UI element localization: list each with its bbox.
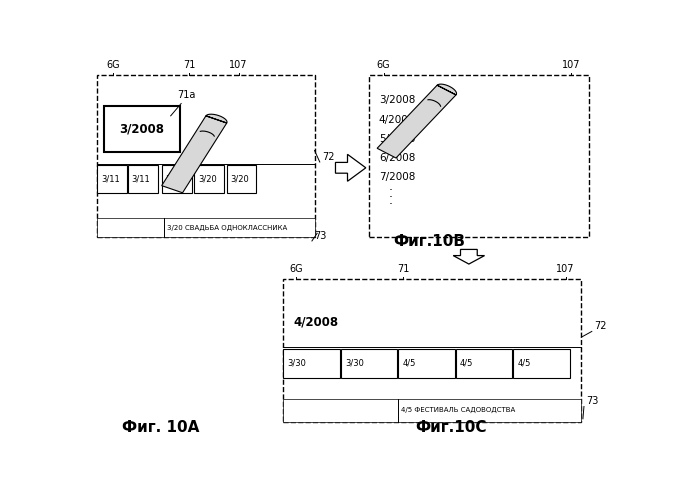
Text: 73: 73 [587,396,599,406]
Text: 3/20: 3/20 [198,174,217,184]
Text: ·: · [388,184,392,198]
FancyBboxPatch shape [284,280,581,422]
Text: 6G: 6G [377,60,390,70]
Text: 5/2008: 5/2008 [379,134,415,144]
FancyBboxPatch shape [104,106,180,152]
Text: 3/2008: 3/2008 [379,96,415,106]
Text: ·: · [388,192,392,204]
Text: 4/2008: 4/2008 [379,114,415,124]
Text: 6/2008: 6/2008 [379,153,415,163]
Text: 72: 72 [595,322,607,332]
FancyBboxPatch shape [513,349,570,378]
Text: 4/5: 4/5 [518,358,531,368]
Text: 71: 71 [183,60,195,70]
Polygon shape [453,250,485,264]
Text: Фиг.10В: Фиг.10В [393,234,465,248]
Text: 7/2008: 7/2008 [379,172,415,182]
Text: 3/11: 3/11 [132,174,151,184]
Text: Фиг.10С: Фиг.10С [415,420,486,436]
FancyBboxPatch shape [162,165,192,193]
FancyBboxPatch shape [456,349,512,378]
Text: 3/20: 3/20 [230,174,249,184]
Text: 4/5: 4/5 [460,358,473,368]
Text: 107: 107 [562,60,580,70]
Text: 71: 71 [398,264,410,274]
FancyBboxPatch shape [97,165,128,193]
Polygon shape [335,154,366,182]
FancyBboxPatch shape [128,165,158,193]
Text: 73: 73 [315,231,327,241]
FancyBboxPatch shape [398,349,455,378]
FancyBboxPatch shape [194,165,224,193]
Text: 3/30: 3/30 [345,358,364,368]
Text: 3/20 СВАДЬБА ОДНОКЛАССНИКА: 3/20 СВАДЬБА ОДНОКЛАССНИКА [167,224,287,230]
FancyBboxPatch shape [97,218,315,237]
FancyBboxPatch shape [284,349,340,378]
Text: 4/5 ФЕСТИВАЛЬ САДОВОДСТВА: 4/5 ФЕСТИВАЛЬ САДОВОДСТВА [401,408,515,414]
Text: 4/2008: 4/2008 [294,316,339,328]
Text: ·: · [388,198,392,211]
Polygon shape [377,84,456,158]
Text: 6G: 6G [107,60,120,70]
Text: 72: 72 [323,152,335,162]
Text: Фиг. 10А: Фиг. 10А [122,420,199,436]
Text: 3/30: 3/30 [288,358,306,368]
Text: 107: 107 [556,264,575,274]
FancyBboxPatch shape [284,399,581,422]
FancyBboxPatch shape [227,165,256,193]
Text: 3/20: 3/20 [165,174,184,184]
Polygon shape [162,114,227,193]
Text: 71a: 71a [178,90,196,101]
Text: 3/11: 3/11 [101,174,120,184]
Text: 4/5: 4/5 [402,358,416,368]
Text: 3/2008: 3/2008 [119,122,165,136]
Text: 6G: 6G [290,264,303,274]
FancyBboxPatch shape [369,76,589,237]
Text: 107: 107 [230,60,248,70]
FancyBboxPatch shape [341,349,397,378]
FancyBboxPatch shape [97,76,315,237]
